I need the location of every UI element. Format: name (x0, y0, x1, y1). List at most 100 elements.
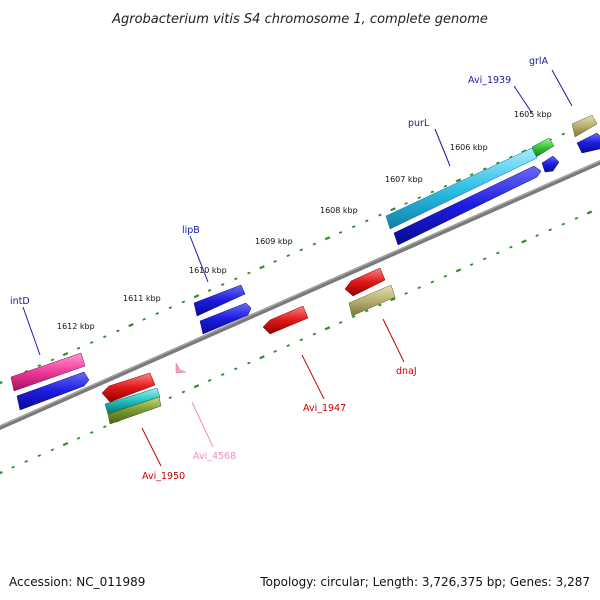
gene-label-dnaJ[interactable]: dnaJ (396, 366, 417, 377)
upper-tick-mark (482, 167, 487, 171)
feature-avi1950-olive[interactable] (107, 396, 162, 425)
lower-tick-mark (430, 280, 435, 284)
feature-dnaJ-gene[interactable] (344, 267, 386, 297)
connector-lipB (189, 235, 209, 283)
connector-avi1950 (141, 427, 162, 467)
upper-tick-mark (286, 254, 290, 258)
feature-avi1950-gene[interactable] (101, 372, 156, 403)
lower-tick-mark (521, 239, 527, 244)
lower-tick-mark (181, 390, 186, 394)
feature-purL-gene[interactable] (385, 147, 538, 230)
gene-label-lipB[interactable]: lipB (182, 225, 200, 236)
lower-tick-mark (496, 251, 500, 255)
upper-tick-mark (521, 149, 527, 154)
upper-tick-mark (390, 207, 396, 212)
upper-tick-mark (365, 219, 369, 223)
upper-tick-mark (89, 341, 94, 344)
upper-tick-mark (378, 213, 382, 217)
upper-tick-mark (76, 346, 81, 350)
lower-tick-mark (273, 349, 277, 353)
feature-intD-gene[interactable] (10, 352, 86, 392)
upper-tick-mark (37, 364, 42, 368)
feature-lipB-cds[interactable] (199, 302, 252, 335)
upper-tick-mark (469, 173, 474, 177)
gene-label-avi4568[interactable]: Avi_4568 (193, 451, 236, 462)
feature-dnaJ-khaki[interactable] (348, 284, 396, 317)
kbp-label-1608: 1608 kbp (320, 206, 358, 215)
lower-tick-mark (509, 245, 513, 249)
upper-tick-mark (193, 294, 200, 299)
feature-avi1939-cds[interactable] (541, 155, 560, 173)
upper-tick-mark (338, 231, 343, 234)
kbp-label-1612: 1612 kbp (57, 322, 95, 331)
accession-text: Accession: NC_011989 (9, 575, 145, 589)
upper-tick-mark (62, 351, 69, 357)
upper-tick-mark (312, 242, 317, 246)
gene-label-purL[interactable]: purL (408, 118, 430, 129)
lower-tick-mark (62, 441, 69, 447)
kbp-label-1610: 1610 kbp (189, 266, 227, 275)
gene-label-intD[interactable]: intD (10, 296, 30, 307)
upper-tick-mark (443, 184, 448, 188)
feature-grlA-khaki[interactable] (571, 114, 598, 138)
connector-avi1939 (513, 85, 533, 114)
connector-avi4568 (191, 401, 214, 448)
gene-label-avi1947[interactable]: Avi_1947 (303, 403, 346, 414)
connector-intD (22, 306, 41, 356)
upper-tick-mark (155, 312, 159, 315)
lower-tick-mark (404, 292, 408, 295)
lower-tick-mark (378, 303, 382, 307)
lower-tick-mark (168, 396, 173, 400)
lower-tick-mark (482, 257, 487, 261)
upper-tick-mark (50, 358, 55, 362)
lower-tick-mark (561, 222, 566, 226)
lower-tick-mark (76, 436, 81, 440)
feature-grlA-cds[interactable] (576, 132, 600, 154)
upper-tick-mark (168, 306, 173, 310)
upper-tick-mark (324, 236, 331, 241)
connector-avi1947 (301, 354, 325, 400)
upper-tick-mark (116, 329, 120, 333)
kbp-label-1609: 1609 kbp (255, 237, 293, 246)
lower-tick-mark (548, 228, 552, 232)
lower-tick-mark (390, 297, 396, 302)
upper-tick-mark (430, 190, 435, 194)
upper-tick-mark (299, 248, 304, 252)
lower-tick-mark (89, 431, 94, 434)
upper-tick-mark (220, 283, 225, 287)
upper-tick-mark (561, 132, 566, 136)
lower-tick-mark (234, 367, 238, 371)
lower-tick-mark (220, 373, 225, 377)
upper-tick-mark (496, 161, 500, 165)
upper-tick-mark (181, 300, 186, 304)
lower-tick-mark (207, 378, 212, 382)
lower-tick-mark (455, 268, 462, 273)
gene-label-avi1950[interactable]: Avi_1950 (142, 471, 185, 482)
feature-avi1950-teal[interactable] (104, 387, 161, 415)
lower-tick-mark (574, 216, 579, 220)
upper-tick-mark (509, 155, 513, 159)
kbp-label-1606: 1606 kbp (450, 143, 488, 152)
genome-backbone-highlight (0, 160, 600, 427)
lower-tick-mark (0, 470, 3, 475)
upper-tick-mark (351, 225, 356, 229)
map-title: Agrobacterium vitis S4 chromosome 1, com… (111, 12, 488, 27)
gene-label-grlA[interactable]: grlA (529, 56, 549, 67)
kbp-label-1605: 1605 kbp (514, 110, 552, 119)
lower-tick-mark (37, 454, 42, 458)
upper-tick-mark (417, 196, 421, 200)
gene-label-avi1939[interactable]: Avi_1939 (468, 75, 511, 86)
feature-avi4568-pseudo[interactable] (175, 362, 187, 374)
lower-tick-mark (586, 210, 593, 215)
feature-lipB-gene[interactable] (193, 284, 246, 317)
lower-tick-mark (24, 459, 28, 463)
upper-tick-mark (142, 317, 146, 321)
upper-tick-mark (207, 288, 212, 292)
feature-purL-cds[interactable] (393, 165, 542, 246)
kbp-label-1611: 1611 kbp (123, 294, 161, 303)
feature-intD-cds[interactable] (16, 371, 90, 411)
upper-tick-mark (247, 271, 251, 275)
genome-summary-text: Topology: circular; Length: 3,726,375 bp… (259, 575, 590, 589)
feature-avi1947-gene[interactable] (262, 305, 309, 335)
